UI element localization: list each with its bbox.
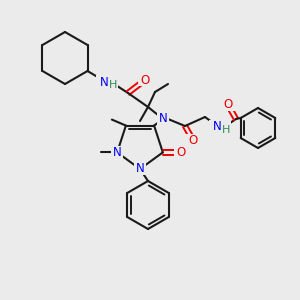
- FancyBboxPatch shape: [186, 134, 200, 146]
- Text: O: O: [188, 134, 198, 146]
- Text: H: H: [222, 125, 230, 135]
- Text: O: O: [140, 74, 150, 86]
- FancyBboxPatch shape: [209, 120, 231, 134]
- FancyBboxPatch shape: [138, 74, 152, 86]
- Text: N: N: [100, 76, 108, 88]
- FancyBboxPatch shape: [96, 75, 118, 89]
- FancyBboxPatch shape: [134, 163, 146, 175]
- FancyBboxPatch shape: [111, 146, 123, 158]
- Text: N: N: [113, 146, 122, 159]
- Text: H: H: [109, 80, 117, 90]
- Text: N: N: [213, 121, 221, 134]
- FancyBboxPatch shape: [221, 99, 235, 111]
- Text: O: O: [224, 98, 232, 112]
- FancyBboxPatch shape: [157, 113, 169, 125]
- Text: O: O: [176, 146, 185, 159]
- Text: N: N: [159, 112, 167, 125]
- Text: N: N: [136, 163, 144, 176]
- FancyBboxPatch shape: [174, 146, 188, 158]
